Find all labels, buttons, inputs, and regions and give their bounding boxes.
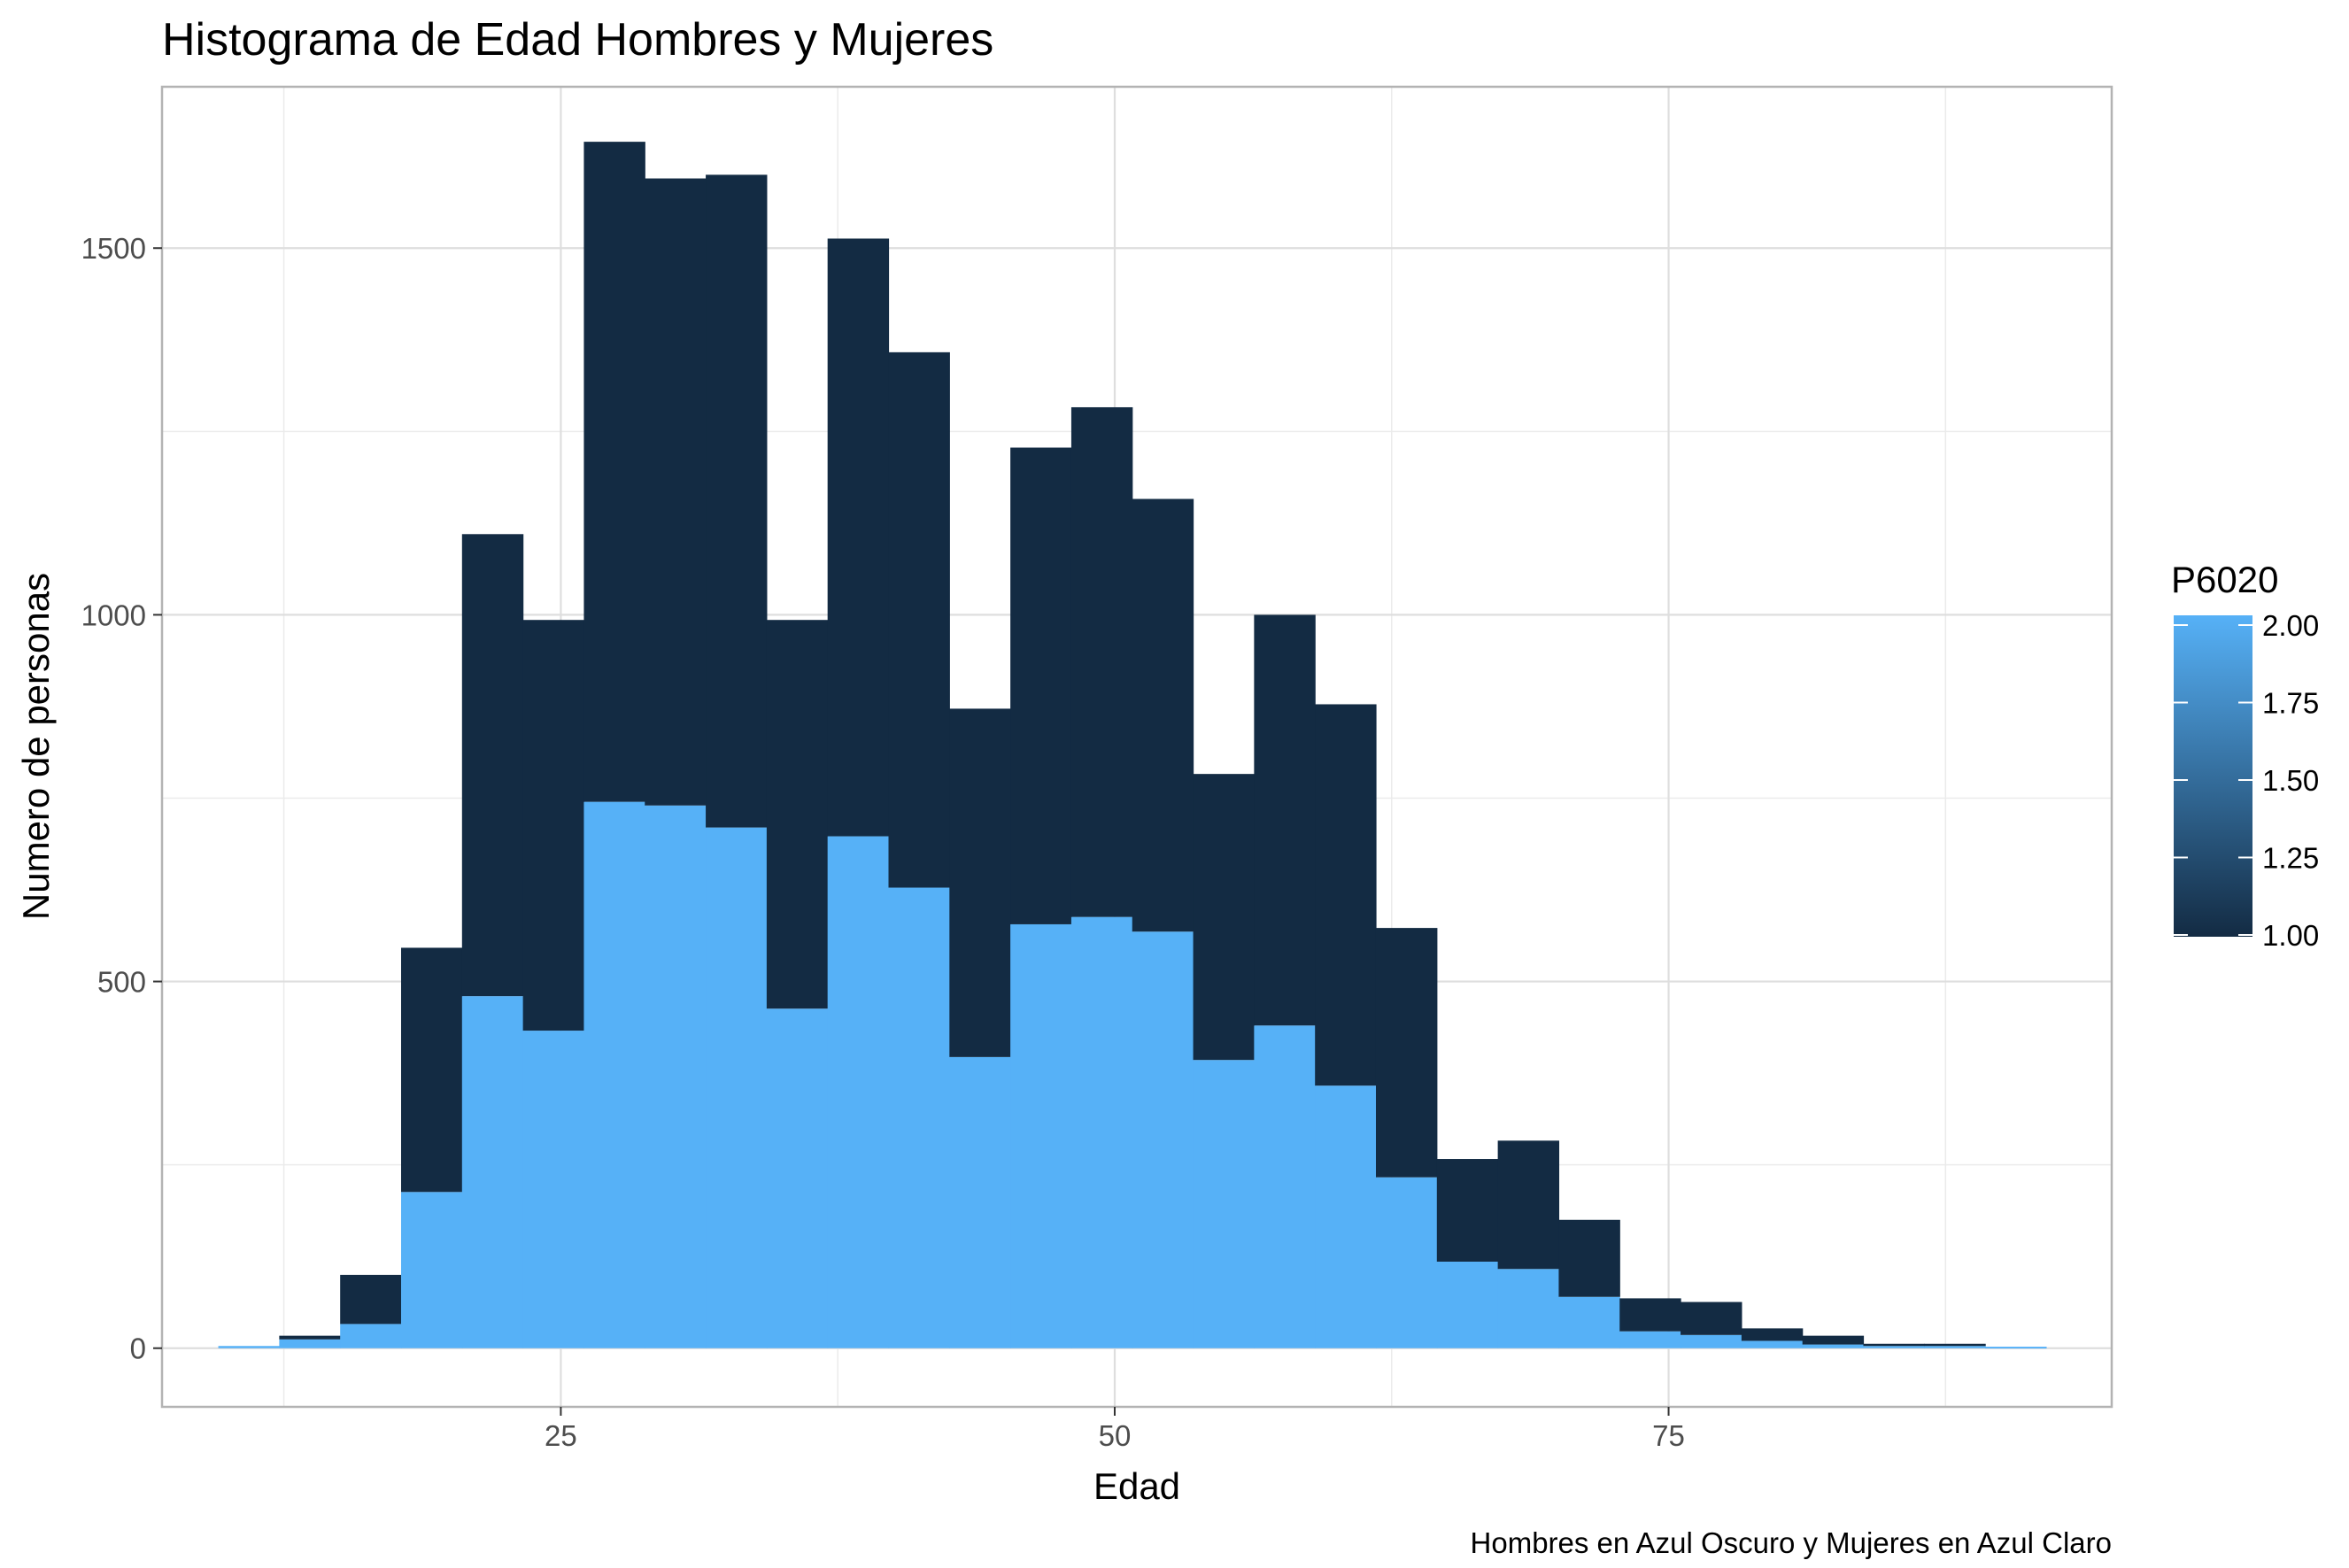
bar-men — [1010, 447, 1072, 924]
bar-men — [340, 1274, 402, 1325]
bar-men — [1802, 1335, 1865, 1345]
bar-women — [706, 827, 768, 1348]
bar-women — [1070, 916, 1133, 1348]
legend-ticks: 2.00 1.75 1.50 1.25 1.00 — [2174, 609, 2319, 952]
bar-men — [1254, 614, 1316, 1026]
bar-men — [1619, 1298, 1681, 1332]
bar-men — [645, 178, 707, 806]
legend-colorbar — [2174, 615, 2252, 937]
legend-label: 1.00 — [2262, 919, 2319, 952]
plot-panel — [160, 85, 2113, 1409]
bar-men — [1436, 1159, 1499, 1262]
x-tick-label: 75 — [1652, 1419, 1685, 1452]
x-axis: 25 50 75 — [545, 1407, 1685, 1452]
bar-women — [1315, 1085, 1377, 1348]
legend-label: 1.25 — [2262, 842, 2319, 875]
bar-women — [583, 801, 645, 1348]
x-tick-label: 50 — [1099, 1419, 1132, 1452]
bar-men — [766, 620, 829, 1009]
bar-women — [1681, 1334, 1742, 1348]
y-tick-label: 0 — [130, 1332, 146, 1365]
bar-women — [522, 1031, 585, 1348]
bar-men — [1681, 1302, 1742, 1335]
y-tick-label: 1000 — [81, 599, 146, 631]
y-tick-label: 500 — [97, 966, 146, 999]
legend-label: 2.00 — [2262, 609, 2319, 642]
bar-men — [1558, 1219, 1620, 1297]
y-axis: 0 500 1000 1500 — [81, 232, 162, 1365]
y-tick-label: 1500 — [81, 232, 146, 265]
bar-men — [1924, 1343, 1986, 1347]
bar-men — [1315, 704, 1377, 1086]
bar-women — [279, 1339, 341, 1348]
bar-men — [1132, 498, 1194, 932]
legend-title: P6020 — [2171, 559, 2278, 600]
bar-women — [1497, 1269, 1560, 1348]
bar-men — [1497, 1140, 1560, 1270]
bar-men — [583, 142, 645, 802]
bar-women — [949, 1056, 1011, 1348]
bar-women — [461, 996, 524, 1348]
bar-women — [1254, 1025, 1316, 1348]
bar-men — [706, 174, 768, 828]
legend-label: 1.75 — [2262, 687, 2319, 720]
x-tick-label: 25 — [545, 1419, 577, 1452]
bar-women — [1436, 1261, 1499, 1348]
bar-women — [1193, 1060, 1255, 1348]
bars — [218, 142, 2047, 1349]
bar-men — [1863, 1343, 1925, 1347]
bar-men — [1193, 774, 1255, 1061]
bar-women — [1985, 1347, 2047, 1349]
bar-women — [766, 1008, 829, 1348]
bar-men — [1375, 928, 1438, 1178]
bar-women — [218, 1346, 280, 1348]
bar-men — [279, 1335, 341, 1340]
bar-men — [1070, 406, 1133, 917]
chart-title: Histograma de Edad Hombres y Mujeres — [162, 14, 993, 66]
legend: P6020 2.00 1.75 1.50 1.25 1.00 — [2171, 559, 2319, 952]
bar-women — [1375, 1177, 1438, 1348]
bar-women — [645, 805, 707, 1348]
panel-border — [160, 85, 2113, 1409]
bar-women — [1010, 923, 1072, 1348]
bar-women — [1924, 1346, 1986, 1348]
bar-women — [1619, 1331, 1681, 1348]
bar-women — [827, 836, 890, 1348]
y-axis-title: Numero de personas — [15, 573, 57, 920]
legend-label: 1.50 — [2262, 764, 2319, 797]
bar-women — [1132, 931, 1194, 1348]
bar-men — [461, 534, 524, 997]
bar-men — [400, 947, 463, 1193]
bar-men — [888, 351, 950, 888]
bar-women — [1741, 1340, 1804, 1348]
bar-women — [400, 1192, 463, 1348]
bar-women — [1558, 1296, 1620, 1348]
bar-men — [1741, 1328, 1804, 1341]
x-axis-title: Edad — [1093, 1465, 1180, 1507]
bar-men — [827, 238, 890, 837]
bar-men — [949, 708, 1011, 1057]
chart-caption: Hombres en Azul Oscuro y Mujeres en Azul… — [1471, 1526, 2112, 1559]
bar-women — [1802, 1344, 1865, 1348]
bar-women — [340, 1324, 402, 1348]
bar-women — [888, 887, 950, 1348]
bar-men — [522, 620, 585, 1031]
bar-women — [1863, 1346, 1925, 1348]
